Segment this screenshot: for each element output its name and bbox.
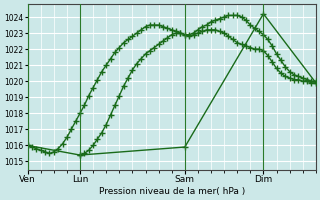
X-axis label: Pression niveau de la mer( hPa ): Pression niveau de la mer( hPa ) [99,187,245,196]
